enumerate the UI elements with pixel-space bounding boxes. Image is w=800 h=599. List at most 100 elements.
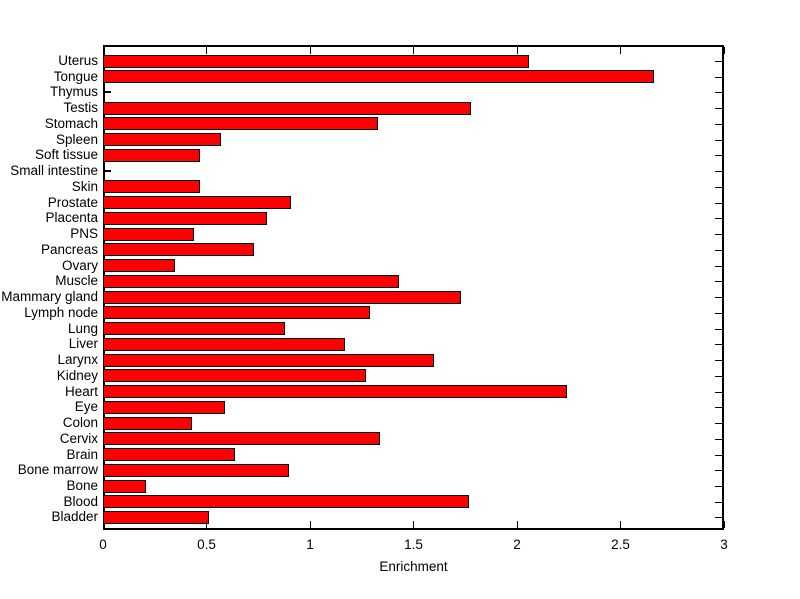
y-tick-label-small-intestine: Small intestine: [10, 163, 98, 179]
y-tick-label-lung: Lung: [67, 320, 98, 336]
x-tick-top: [413, 47, 414, 54]
bar-bone-marrow: [103, 463, 289, 477]
x-tick-top: [310, 47, 311, 54]
y-tick-right: [715, 486, 722, 487]
x-tick-bottom: [310, 521, 311, 528]
y-tick-label-larynx: Larynx: [57, 352, 98, 368]
y-tick-right: [715, 281, 722, 282]
y-tick-right: [715, 92, 722, 93]
bar-bladder: [103, 510, 209, 524]
y-tick-right: [715, 455, 722, 456]
y-tick-label-mammary-gland: Mammary gland: [1, 289, 98, 305]
y-tick-label-muscle: Muscle: [55, 273, 98, 289]
y-tick-right: [715, 234, 722, 235]
x-tick-top: [103, 47, 104, 54]
bar-skin: [103, 180, 200, 194]
y-tick-right: [715, 392, 722, 393]
x-tick-label: 1: [306, 537, 314, 552]
x-tick-label: 1.5: [404, 537, 423, 552]
y-tick-label-cervix: Cervix: [59, 430, 98, 446]
bar-blood: [103, 495, 469, 509]
y-tick-right: [715, 266, 722, 267]
bar-pns: [103, 227, 194, 241]
y-tick-right: [715, 250, 722, 251]
y-tick-label-blood: Blood: [63, 493, 98, 509]
bar-eye: [103, 400, 225, 414]
y-tick-label-tongue: Tongue: [53, 68, 98, 84]
bar-muscle: [103, 274, 399, 288]
y-tick-label-kidney: Kidney: [56, 367, 98, 383]
bar-uterus: [103, 54, 529, 68]
bar-liver: [103, 337, 345, 351]
y-tick-right: [715, 140, 722, 141]
y-tick-label-thymus: Thymus: [49, 84, 98, 100]
x-tick-bottom: [724, 521, 725, 528]
y-tick-label-bladder: Bladder: [51, 509, 98, 525]
bar-heart: [103, 385, 567, 399]
y-tick-label-lymph-node: Lymph node: [24, 304, 98, 320]
y-tick-right: [715, 61, 722, 62]
x-tick-label: 2.5: [611, 537, 630, 552]
y-tick-label-pns: PNS: [70, 226, 98, 242]
x-tick-bottom: [206, 521, 207, 528]
y-tick-label-bone: Bone: [66, 478, 98, 493]
bar-small-intestine-zero: [104, 170, 111, 172]
bar-spleen: [103, 133, 221, 147]
bar-stomach: [103, 117, 378, 131]
y-tick-label-brain: Brain: [66, 446, 98, 462]
y-tick-right: [715, 171, 722, 172]
y-tick-label-pancreas: Pancreas: [40, 241, 98, 257]
y-tick-right: [715, 203, 722, 204]
y-tick-right: [715, 517, 722, 518]
y-tick-label-colon: Colon: [62, 415, 98, 431]
bar-thymus-zero: [104, 91, 111, 93]
y-tick-label-soft-tissue: Soft tissue: [34, 147, 98, 163]
x-tick-bottom: [620, 521, 621, 528]
bar-ovary: [103, 259, 175, 273]
y-tick-right: [715, 376, 722, 377]
y-tick-right: [715, 108, 722, 109]
x-tick-bottom: [413, 521, 414, 528]
y-tick-label-prostate: Prostate: [47, 194, 98, 210]
bar-cervix: [103, 432, 380, 446]
y-tick-right: [715, 187, 722, 188]
y-tick-right: [715, 124, 722, 125]
bar-mammary-gland: [103, 290, 461, 304]
y-tick-label-eye: Eye: [74, 399, 98, 415]
y-tick-right: [715, 155, 722, 156]
y-tick-label-skin: Skin: [71, 178, 98, 194]
y-tick-right: [715, 360, 722, 361]
y-tick-right: [715, 297, 722, 298]
x-tick-label: 0: [99, 537, 107, 552]
bar-kidney: [103, 369, 366, 383]
bar-prostate: [103, 196, 291, 210]
y-tick-label-stomach: Stomach: [44, 115, 98, 131]
y-tick-right: [715, 313, 722, 314]
y-tick-right: [715, 439, 722, 440]
bar-larynx: [103, 353, 434, 367]
bar-lymph-node: [103, 306, 370, 320]
bar-brain: [103, 448, 235, 462]
bar-pancreas: [103, 243, 254, 257]
y-tick-right: [715, 329, 722, 330]
y-tick-label-placenta: Placenta: [45, 210, 98, 226]
bar-soft-tissue: [103, 148, 200, 162]
y-tick-label-ovary: Ovary: [61, 257, 98, 273]
x-tick-label: 0.5: [197, 537, 216, 552]
x-tick-label: 3: [720, 537, 728, 552]
y-tick-right: [715, 77, 722, 78]
y-tick-right: [715, 407, 722, 408]
y-tick-label-uterus: Uterus: [58, 53, 98, 68]
y-tick-right: [715, 218, 722, 219]
y-tick-label-heart: Heart: [64, 383, 98, 399]
y-tick-right: [715, 423, 722, 424]
x-tick-label: 2: [513, 537, 521, 552]
bar-tongue: [103, 70, 654, 84]
bar-lung: [103, 322, 285, 336]
x-tick-top: [620, 47, 621, 54]
y-tick-right: [715, 344, 722, 345]
x-axis-label: Enrichment: [379, 559, 448, 574]
x-tick-bottom: [517, 521, 518, 528]
y-tick-label-liver: Liver: [68, 336, 98, 352]
